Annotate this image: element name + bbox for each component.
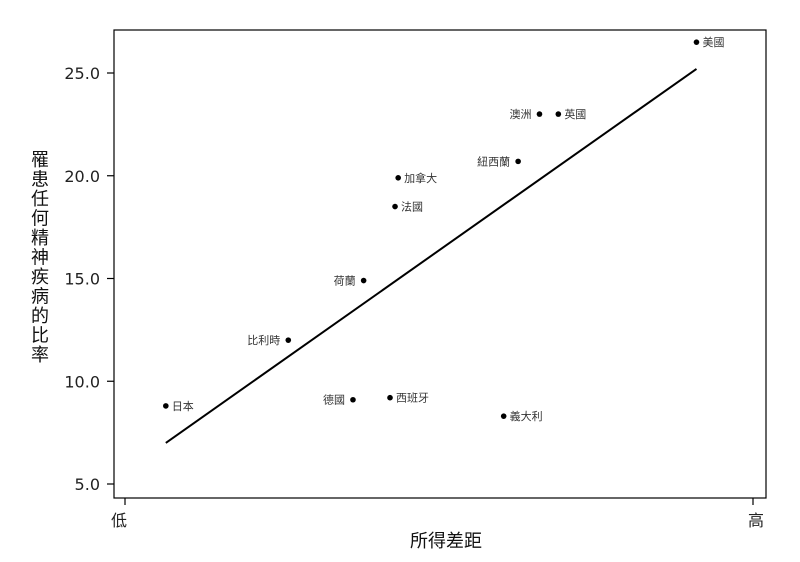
y-tick-label: 20.0: [64, 167, 100, 186]
y-axis-title-char: 的: [31, 306, 49, 327]
x-axis: [124, 498, 754, 505]
data-point-label: 英國: [564, 107, 586, 121]
data-point: [500, 413, 507, 419]
data-point-label: 義大利: [510, 409, 543, 423]
data-point-label: 法國: [401, 200, 423, 214]
data-point: [515, 158, 521, 165]
data-point-label: 紐西蘭: [477, 155, 510, 168]
y-tick-label: 10.0: [64, 372, 100, 391]
y-axis-title-char: 患: [31, 170, 49, 191]
data-point: [360, 277, 367, 284]
data-point-label: 比利時: [247, 334, 280, 347]
data-point-label: 荷蘭: [334, 275, 356, 288]
trend-line: [165, 68, 698, 444]
y-axis-title-char: 何: [31, 209, 49, 230]
y-axis-title-char: 疾: [31, 267, 49, 288]
plot-frame: [113, 29, 767, 499]
data-point: [350, 396, 356, 403]
data-point: [555, 111, 562, 117]
y-tick-label: 5.0: [75, 475, 100, 494]
data-point: [395, 175, 401, 181]
y-axis-title-char: 罹: [31, 150, 49, 171]
y-axis-title-char: 率: [31, 345, 49, 366]
y-axis-title-char: 病: [31, 287, 49, 308]
x-axis-high-label: 高: [748, 511, 764, 530]
data-point-label: 日本: [172, 399, 194, 413]
y-tick-label: 15.0: [64, 270, 100, 289]
data-point-label: 加拿大: [404, 171, 437, 185]
data-point-label: 德國: [323, 393, 345, 407]
data-point: [163, 403, 169, 409]
y-axis-title-char: 精: [31, 228, 49, 249]
data-point-label: 澳洲: [509, 108, 531, 121]
data-point: [392, 203, 398, 210]
y-axis-title-char: 任: [31, 189, 49, 210]
x-axis-low-label: 低: [111, 511, 127, 530]
data-point: [285, 337, 292, 343]
y-axis-title-char: 神: [31, 248, 49, 269]
data-point-label: 西班牙: [396, 392, 429, 405]
x-axis-title: 所得差距: [410, 531, 482, 552]
data-point: [387, 394, 393, 401]
data-point-label: 美國: [702, 36, 724, 49]
y-axis-title-char: 比: [31, 326, 49, 347]
data-point: [536, 111, 543, 117]
data-point: [693, 39, 700, 45]
y-tick-label: 25.0: [64, 64, 100, 83]
y-axis: 5.0 10.0 15.0 20.0 25.0: [64, 64, 114, 494]
